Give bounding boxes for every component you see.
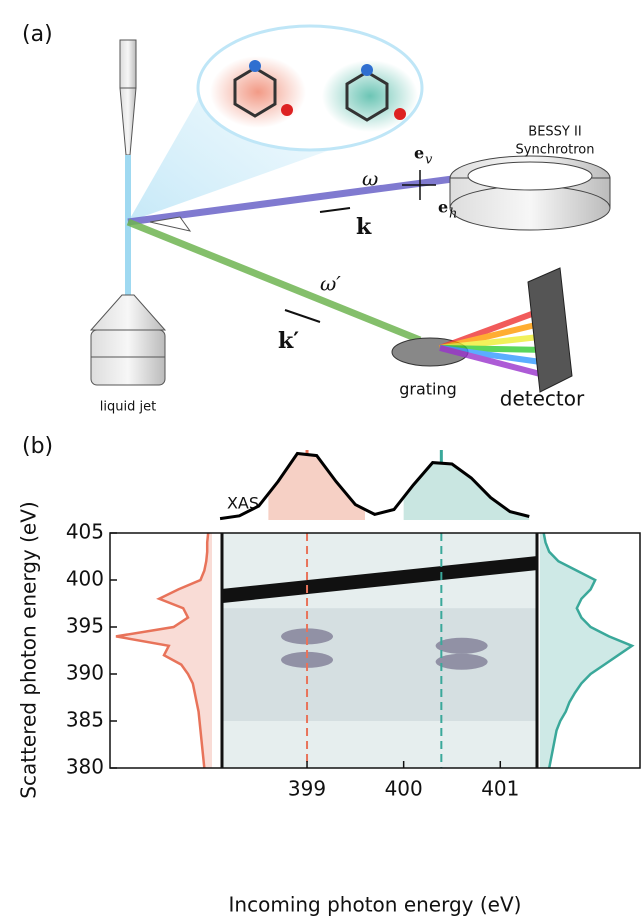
omega-prime-label: ω′ <box>320 272 341 296</box>
omega-label: ω <box>362 167 378 191</box>
catcher <box>91 295 165 330</box>
x-tick-label: 399 <box>288 777 326 801</box>
figure: (a) BESSY II Synchrotron ω k e v e h ω′ … <box>0 0 644 923</box>
map-feature <box>436 654 488 670</box>
k-prime-label: k′ <box>278 328 299 354</box>
source-label: BESSY II <box>528 125 581 140</box>
jet-label: liquid jet <box>100 400 156 415</box>
x-axis-label: Incoming photon energy (eV) <box>229 893 522 917</box>
spectrum-fill <box>540 533 632 768</box>
grating-label: grating <box>399 380 457 399</box>
spectrum-fill <box>116 533 212 768</box>
scattered-beam <box>128 222 420 340</box>
polarization-subscript: h <box>449 207 457 222</box>
setup-diagram <box>91 26 610 392</box>
nozzle <box>120 40 136 88</box>
polarization-label: e <box>438 198 448 217</box>
polarization-subscript: v <box>425 153 433 168</box>
k-label: k <box>356 214 372 240</box>
y-tick-label: 380 <box>66 755 104 779</box>
panel-label: (a) <box>22 22 53 47</box>
map-feature <box>436 638 488 654</box>
y-tick-label: 405 <box>66 520 104 544</box>
detector-label: detector <box>500 387 585 411</box>
x-tick-label: 401 <box>481 777 519 801</box>
y-tick-label: 400 <box>66 567 104 591</box>
y-tick-label: 385 <box>66 708 104 732</box>
source-label: Synchrotron <box>516 143 595 158</box>
y-tick-label: 395 <box>66 614 104 638</box>
xas-band <box>220 454 529 521</box>
y-axis-label: Scattered photon energy (eV) <box>17 501 41 798</box>
y-tick-label: 390 <box>66 661 104 685</box>
map-haze <box>222 608 537 721</box>
polarization-label: e <box>414 144 424 163</box>
x-tick-label: 400 <box>385 777 423 801</box>
panel-label: (b) <box>22 434 53 459</box>
